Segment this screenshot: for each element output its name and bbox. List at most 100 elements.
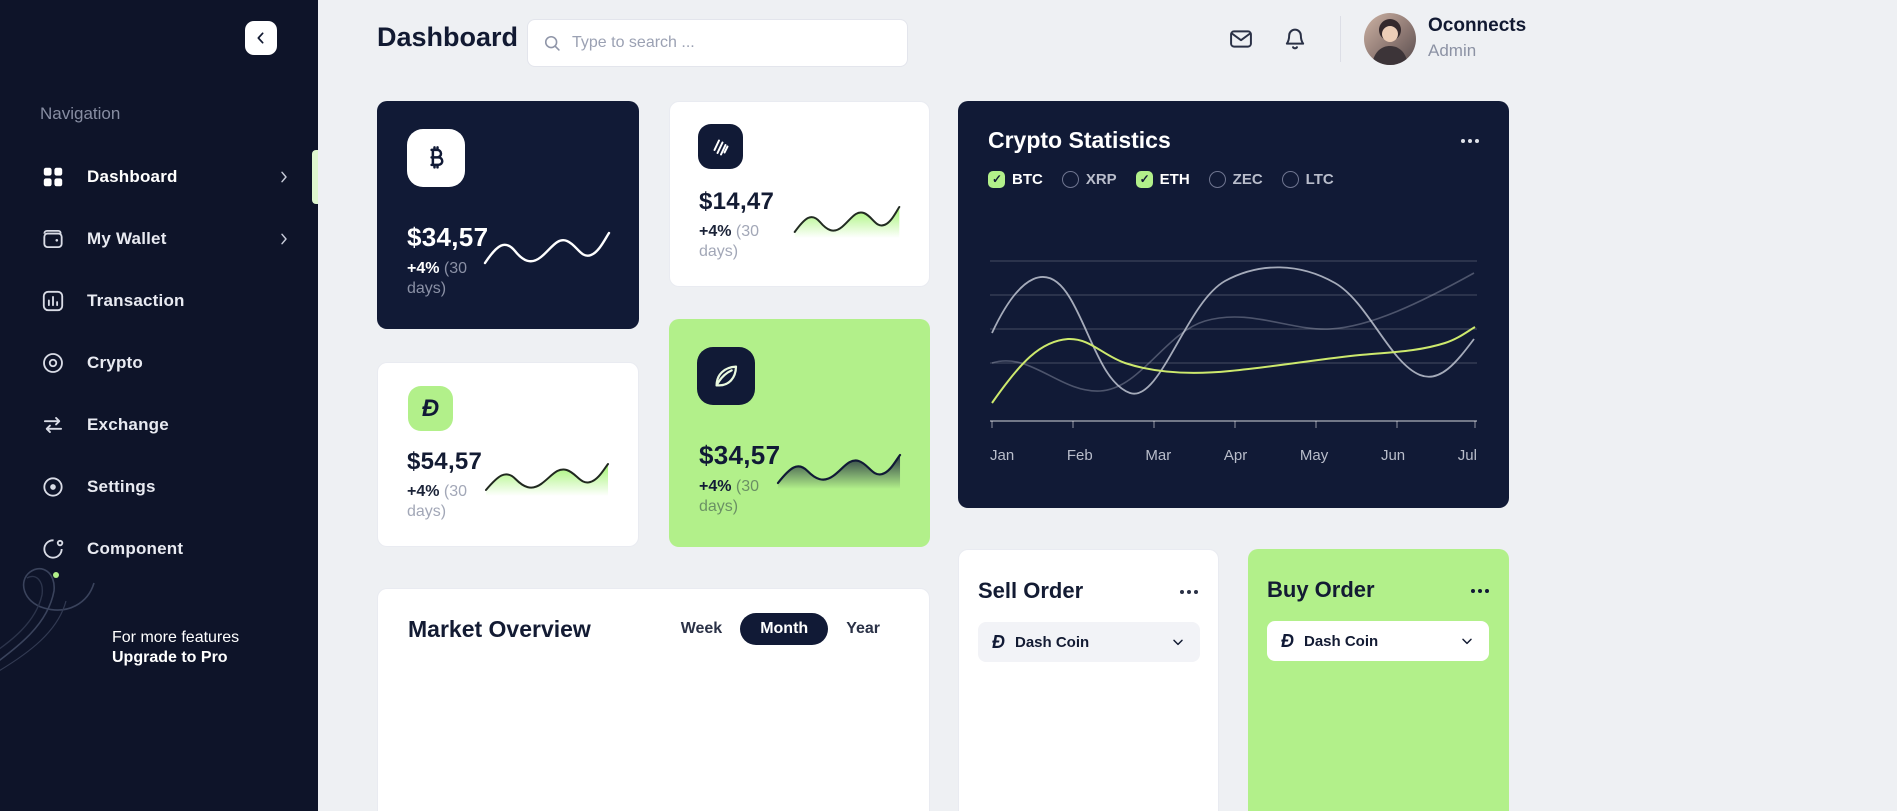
- bell-icon: [1285, 28, 1305, 50]
- sidebar-item-exchange[interactable]: Exchange: [0, 394, 318, 456]
- tab-month[interactable]: Month: [740, 613, 829, 645]
- sparkline-chart: [484, 456, 610, 496]
- x-axis-label: Mar: [1145, 447, 1172, 464]
- range-tabs: Week Month Year: [681, 613, 880, 645]
- card-text: $54,57 +4% (30 days): [407, 448, 501, 522]
- x-axis-label: Apr: [1223, 447, 1248, 464]
- leaf-icon: [697, 347, 755, 405]
- checkbox-icon: [988, 171, 1005, 188]
- exchange-arrows-icon: [43, 417, 63, 433]
- legend-item-ltc[interactable]: LTC: [1281, 171, 1334, 188]
- sidebar-item-my-wallet[interactable]: My Wallet: [0, 208, 318, 270]
- more-options-button[interactable]: [1465, 583, 1495, 599]
- legend-item-btc[interactable]: BTC: [988, 171, 1043, 188]
- dash-icon: Đ: [1281, 630, 1294, 651]
- sidebar-item-settings[interactable]: Settings: [0, 456, 318, 518]
- page-title: Dashboard: [377, 22, 519, 52]
- tab-week[interactable]: Week: [681, 613, 723, 645]
- sidebar-item-label: Exchange: [87, 415, 169, 434]
- chevron-right-icon: [281, 233, 287, 245]
- more-icon: [1461, 139, 1465, 143]
- card-value: $34,57: [407, 222, 489, 252]
- sidebar-item-label: Crypto: [87, 353, 143, 372]
- flame-icon: [698, 124, 743, 169]
- card-value: $34,57: [699, 440, 781, 470]
- panel-title: Market Overview: [408, 616, 591, 642]
- search-icon: [544, 35, 560, 51]
- x-axis-label: May: [1299, 447, 1329, 464]
- crypto-legend: BTC XRP ETH ZEC LTC: [988, 171, 1334, 188]
- sidebar-item-label: Component: [87, 539, 184, 558]
- sidebar-item-label: Transaction: [87, 291, 185, 310]
- legend-item-xrp[interactable]: XRP: [1061, 171, 1117, 188]
- nav-section-label: Navigation: [40, 104, 121, 123]
- sparkline-chart: [483, 225, 611, 271]
- coin-select-dropdown[interactable]: Đ Dash Coin: [1267, 621, 1489, 661]
- sidebar-item-transaction[interactable]: Transaction: [0, 270, 318, 332]
- sell-order-panel: Sell Order Đ Dash Coin: [958, 549, 1219, 811]
- card-text: $34,57 +4% (30 days): [699, 440, 793, 517]
- chevron-right-icon: [281, 171, 287, 183]
- chevron-left-icon: [257, 32, 264, 44]
- sidebar-item-label: My Wallet: [87, 229, 167, 248]
- gear-icon: [43, 477, 63, 497]
- x-axis-label: Jan: [990, 447, 1015, 464]
- sidebar-item-label: Dashboard: [87, 167, 178, 186]
- avatar[interactable]: [1364, 13, 1416, 65]
- x-axis-label: Jun: [1380, 447, 1406, 464]
- decorative-swirl-graphic: [0, 567, 95, 671]
- more-options-button[interactable]: [1174, 584, 1204, 600]
- card-value: $14,47: [699, 188, 775, 215]
- checkbox-icon: [1061, 171, 1079, 188]
- user-block: Oconnects Admin: [1428, 15, 1526, 61]
- mail-button[interactable]: [1226, 25, 1256, 55]
- card-text: $34,57 +4% (30 days): [407, 222, 501, 299]
- buy-order-panel: Buy Order Đ Dash Coin: [1248, 549, 1509, 811]
- sidebar-item-crypto[interactable]: Crypto: [0, 332, 318, 394]
- legend-item-eth[interactable]: ETH: [1135, 171, 1190, 188]
- legend-item-zec[interactable]: ZEC: [1208, 171, 1263, 188]
- stat-card-dash: Đ $54,57 +4% (30 days): [377, 362, 639, 547]
- tab-year[interactable]: Year: [846, 613, 880, 645]
- upgrade-promo[interactable]: For more features Upgrade to Pro: [112, 628, 239, 668]
- sidebar-collapse-button[interactable]: [245, 21, 277, 55]
- user-role: Admin: [1428, 41, 1477, 60]
- more-icon: [1180, 590, 1184, 594]
- card-text: $14,47 +4% (30 days): [699, 188, 793, 262]
- x-axis-label: Feb: [1066, 447, 1093, 464]
- stat-card-bitcoin: $34,57 +4% (30 days): [377, 101, 639, 329]
- panel-title: Buy Order: [1267, 577, 1375, 602]
- stat-card-leaf: $34,57 +4% (30 days): [669, 319, 930, 547]
- more-options-button[interactable]: [1455, 133, 1485, 149]
- checkbox-icon: [1281, 171, 1299, 188]
- card-change: +4%: [407, 260, 440, 277]
- more-icon: [1471, 589, 1475, 593]
- search-box: [527, 19, 908, 67]
- header-divider: [1340, 16, 1341, 62]
- chevron-down-icon: [1173, 639, 1183, 646]
- mail-icon: [1230, 30, 1252, 48]
- legend-label: ETH: [1159, 171, 1190, 188]
- chevron-down-icon: [1462, 638, 1472, 645]
- panel-title: Crypto Statistics: [988, 127, 1171, 153]
- bitcoin-icon: [407, 129, 465, 187]
- sidebar: Navigation Dashboard My Wallet Transacti…: [0, 0, 318, 811]
- sidebar-item-dashboard[interactable]: Dashboard: [0, 146, 318, 208]
- sidebar-item-label: Settings: [87, 477, 156, 496]
- statistics-line-chart: [990, 243, 1477, 428]
- main-content: Dashboard Oconnects Admin: [318, 0, 1897, 811]
- card-period: (30 days): [407, 483, 468, 520]
- sidebar-item-component[interactable]: Component: [0, 518, 318, 580]
- person-icon: [1372, 19, 1408, 65]
- card-period: (30 days): [699, 223, 760, 260]
- card-change: +4%: [407, 483, 440, 500]
- search-input[interactable]: [572, 34, 893, 52]
- coin-select-dropdown[interactable]: Đ Dash Coin: [978, 622, 1200, 662]
- notifications-button[interactable]: [1280, 25, 1310, 55]
- checkbox-icon: [1135, 171, 1153, 188]
- bar-chart-icon: [42, 290, 64, 312]
- promo-line2: Upgrade to Pro: [112, 649, 228, 666]
- component-ring-icon: [43, 539, 64, 559]
- card-change: +4%: [699, 223, 732, 240]
